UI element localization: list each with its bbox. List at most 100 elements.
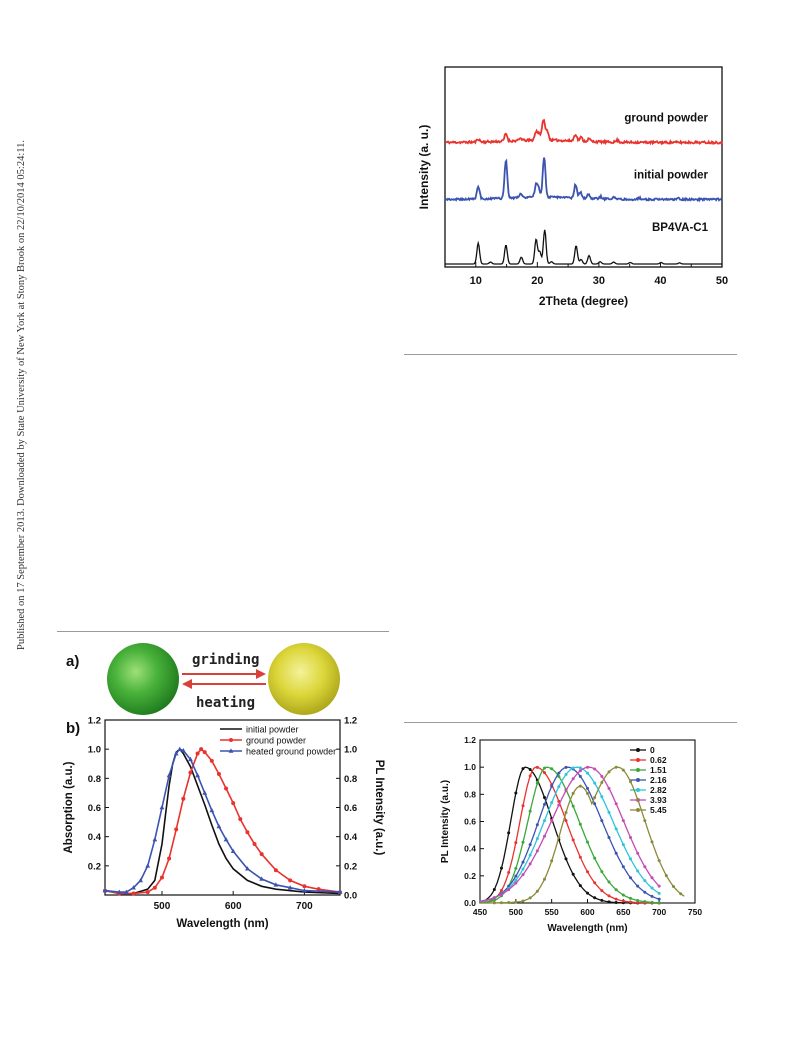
y-axis-title: Intensity (a. u.) <box>417 125 431 210</box>
data-point <box>138 877 144 883</box>
data-point <box>507 831 511 835</box>
pl-series-line <box>480 766 685 904</box>
data-point <box>578 822 582 826</box>
data-point <box>571 872 575 876</box>
data-point <box>650 900 654 904</box>
data-point <box>657 901 661 905</box>
data-point <box>535 781 539 785</box>
panel-label-b: b) <box>66 720 81 737</box>
data-point <box>600 774 604 778</box>
data-point <box>629 836 632 840</box>
data-point <box>600 819 604 823</box>
data-point <box>209 758 214 763</box>
data-point <box>621 819 625 823</box>
data-point <box>578 766 582 770</box>
data-point <box>578 884 582 888</box>
data-point <box>535 837 539 841</box>
y-tick-label: 0.8 <box>464 789 476 799</box>
data-point <box>543 766 546 770</box>
data-point <box>571 766 575 770</box>
data-point <box>614 900 618 904</box>
data-point <box>614 851 618 855</box>
legend-marker <box>636 808 640 812</box>
data-point <box>557 835 561 839</box>
x-axis-title: Wavelength (nm) <box>176 918 268 930</box>
data-point <box>664 874 668 878</box>
data-point <box>188 770 193 775</box>
y-tick-label: 0.4 <box>464 844 476 854</box>
data-point <box>145 863 151 868</box>
data-point <box>557 803 561 807</box>
pl-series-line <box>479 766 659 904</box>
data-point <box>273 882 279 887</box>
legend-marker <box>636 748 640 752</box>
xrd-series-line <box>445 118 723 146</box>
forward-arrow <box>182 669 266 679</box>
data-point <box>636 898 640 902</box>
xrd-series-label: ground powder <box>624 113 708 125</box>
data-point <box>550 784 554 788</box>
x-tick-label: 700 <box>296 901 313 912</box>
data-point <box>543 802 546 806</box>
xrd-series-label: initial powder <box>634 170 709 182</box>
data-point <box>152 885 157 890</box>
data-point <box>528 896 532 900</box>
legend-entry: ground powder <box>246 736 306 746</box>
data-point <box>195 751 200 756</box>
data-point <box>543 877 546 881</box>
data-point <box>672 884 675 888</box>
y-tick-label-left: 0.8 <box>88 774 101 785</box>
data-point <box>600 870 604 874</box>
data-point <box>543 834 546 838</box>
data-point <box>621 893 625 897</box>
data-point <box>507 870 511 874</box>
xrd-series-label: BP4VA-C1 <box>652 222 709 234</box>
data-point <box>543 771 546 775</box>
x-tick-label: 600 <box>580 907 594 917</box>
legend-marker <box>636 778 640 782</box>
data-point <box>564 819 568 823</box>
data-point <box>507 888 511 892</box>
data-point <box>174 827 179 832</box>
y-tick-label-right: 0.8 <box>344 774 357 785</box>
data-point <box>535 889 539 893</box>
data-point <box>564 765 568 769</box>
y-tick-label-right: 0.6 <box>344 803 357 814</box>
xrd-plot-frame <box>444 66 723 268</box>
data-point <box>614 897 618 901</box>
pl-series-line <box>479 766 659 904</box>
data-point <box>679 892 683 896</box>
data-point <box>245 866 250 871</box>
data-point <box>514 841 518 845</box>
data-point <box>586 771 589 775</box>
data-point <box>316 887 321 892</box>
x-tick-label: 750 <box>688 907 702 917</box>
data-point <box>650 886 654 890</box>
data-point <box>578 855 582 859</box>
data-point <box>159 804 165 810</box>
data-point <box>302 884 307 889</box>
xrd-series-line <box>444 157 723 203</box>
data-point <box>564 857 568 861</box>
data-point <box>528 843 532 847</box>
data-point <box>657 891 661 895</box>
download-notice-text: Published on 17 September 2013. Download… <box>16 140 27 650</box>
data-point <box>159 875 164 880</box>
reverse-arrow <box>182 679 266 689</box>
data-point <box>514 874 518 878</box>
data-point <box>564 773 568 777</box>
data-point <box>521 840 525 844</box>
data-point <box>636 851 640 855</box>
x-tick-label: 500 <box>154 901 171 912</box>
pl-series-chart: 450 500 550 600 650 700 750 0.0 0.2 0.4 0.6 0.8 1.0 1… <box>440 735 702 934</box>
legend-entry: 3.93 <box>650 795 667 805</box>
data-point <box>224 786 229 791</box>
data-point <box>614 765 618 769</box>
data-point <box>578 769 582 773</box>
data-point <box>528 853 532 857</box>
data-point <box>528 774 532 778</box>
y-tick-label: 1.0 <box>464 762 476 772</box>
data-point <box>337 889 343 894</box>
data-point <box>614 888 618 892</box>
data-point <box>288 878 293 883</box>
